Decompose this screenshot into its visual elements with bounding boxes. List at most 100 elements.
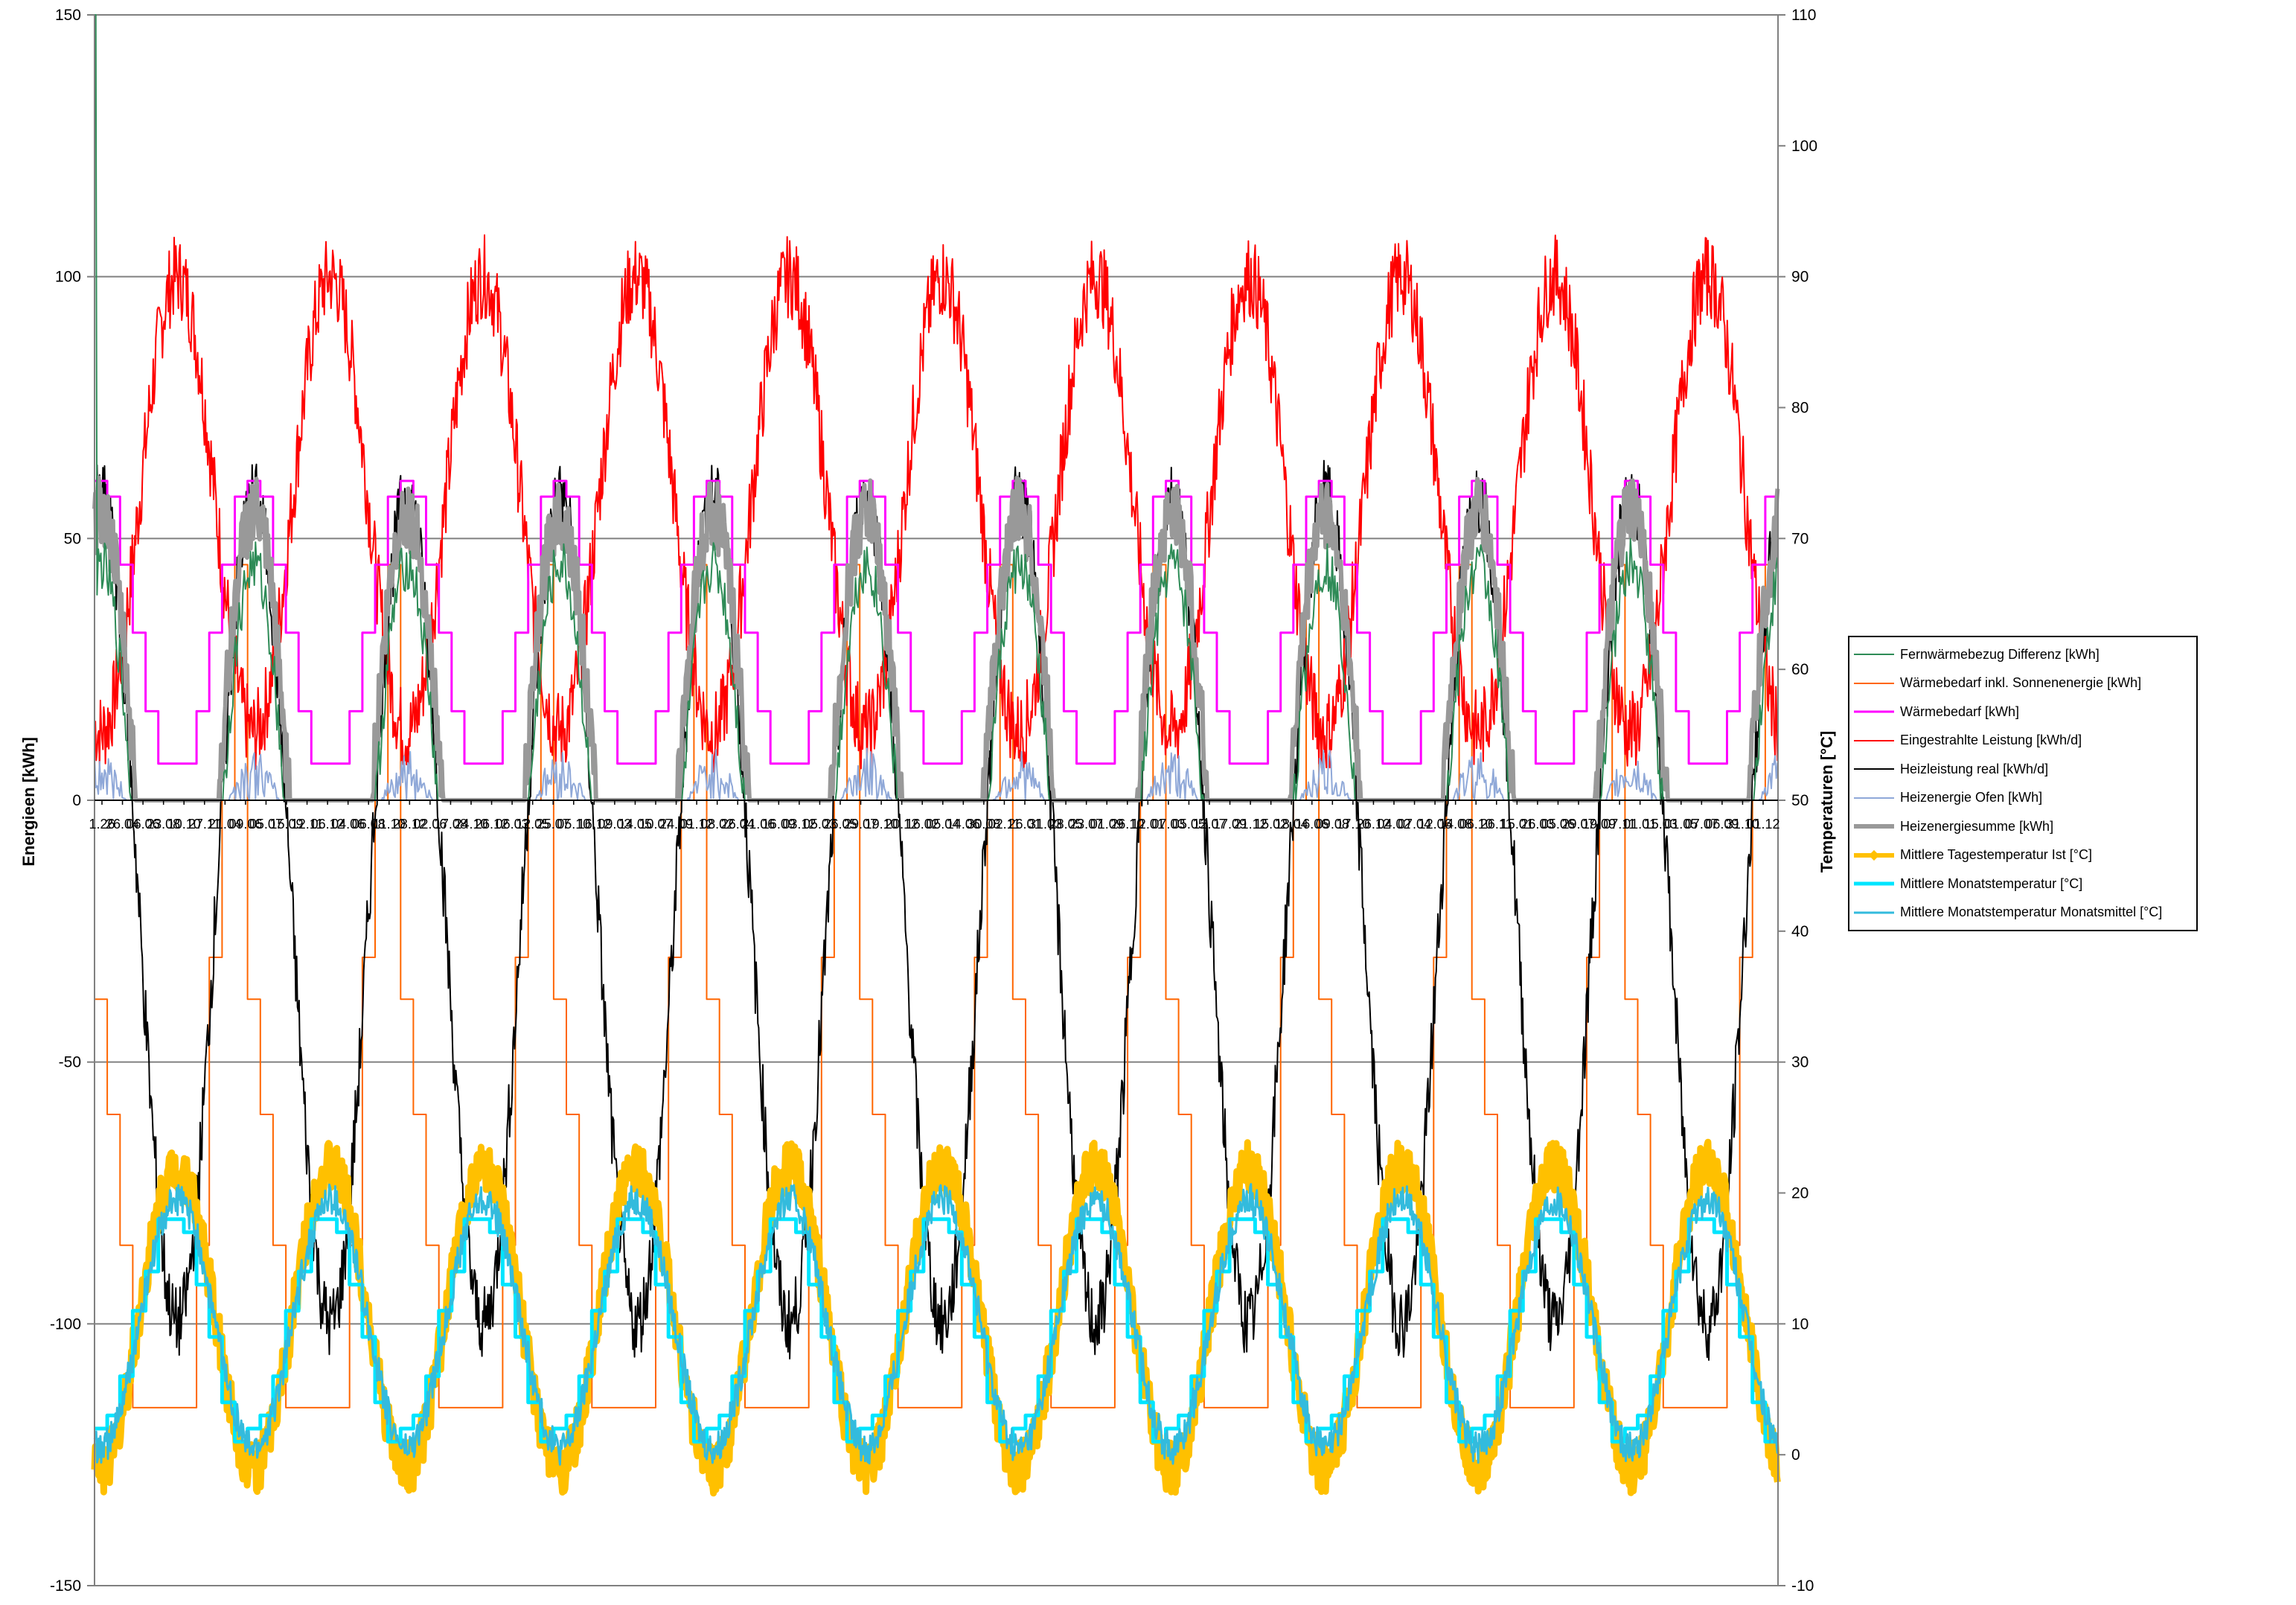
x-tick-label-0: 1.26	[89, 817, 115, 832]
legend-swatch-7	[1854, 848, 1894, 863]
x-tick-label-80: 31.10	[1726, 817, 1759, 832]
y-tick-label-1: 100	[55, 269, 81, 286]
x-tick-label-24: 16.12	[578, 817, 611, 832]
legend-label-5: Heizenergie Ofen [kWh]	[1900, 790, 2043, 805]
legend-swatch-0	[1854, 647, 1894, 662]
legend-item-3: Eingestrahlte Leistung [kWh/d]	[1854, 727, 2192, 756]
x-tick-label-50: 26.10	[1110, 817, 1144, 832]
x-tick-label-7: 09.06	[228, 817, 262, 832]
y2-tick-label-5: 60	[1791, 661, 1809, 678]
legend-item-9: Mittlere Monatstemperatur Monatsmittel […	[1854, 899, 2192, 928]
legend-swatch-3	[1854, 733, 1894, 748]
x-tick-label-69: 15.01	[1500, 817, 1534, 832]
y2-tick-label-4: 70	[1791, 530, 1809, 547]
y-tick-label-6: -150	[50, 1577, 81, 1595]
x-tick-label-57: 15.02	[1254, 817, 1288, 832]
x-tick-label-19: 26.12	[475, 817, 508, 832]
x-tick-label-48: 23.07	[1069, 817, 1103, 832]
x-tick-label-5: 27.11	[188, 817, 221, 832]
y-tick-label-4: -50	[59, 1054, 81, 1071]
y-axis-title: Energieen [kWh]	[19, 737, 38, 867]
legend-label-0: Fernwärmebezug Differenz [kWh]	[1900, 646, 2100, 662]
legend-item-7: Mittlere Tagestemperatur Ist [°C]	[1854, 841, 2192, 870]
y2-tick-label-6: 50	[1791, 792, 1809, 809]
x-tick-label-42: 14.06	[947, 817, 980, 832]
x-tick-label-44: 02.11	[988, 817, 1021, 832]
x-tick-label-54: 12.07	[1192, 817, 1226, 832]
x-tick-label-46: 31.03	[1029, 817, 1062, 832]
x-tick-label-56: 21.12	[1234, 817, 1267, 832]
x-tick-label-47: 28.05	[1049, 817, 1083, 832]
x-tick-label-79: 06.09	[1705, 817, 1739, 832]
legend-label-8: Mittlere Monatstemperatur [°C]	[1900, 875, 2083, 891]
y2-tick-label-3: 80	[1791, 400, 1809, 417]
x-tick-label-3: 23.08	[147, 817, 180, 832]
y-tick-label-3: 0	[72, 792, 81, 809]
x-tick-label-26: 14.05	[618, 817, 652, 832]
series-heizenergie-ofen	[94, 747, 1779, 801]
x-tick-label-73: 19.09	[1582, 817, 1616, 832]
x-tick-label-32: 21.06	[741, 817, 775, 832]
legend-label-4: Heizleistung real [kWh/d]	[1900, 761, 2049, 776]
x-tick-label-31: 26.04	[721, 817, 755, 832]
x-tick-label-64: 07.04	[1398, 817, 1431, 832]
legend-label-1: Wärmebedarf inkl. Sonnenenergie [kWh]	[1900, 675, 2142, 691]
x-tick-label-27: 10.07	[639, 817, 672, 832]
x-tick-label-13: 06.08	[352, 817, 386, 832]
legend-item-5: Heizenergie Ofen [kWh]	[1854, 784, 2192, 813]
x-tick-label-63: 04.02	[1377, 817, 1410, 832]
legend-label-6: Heizenergiesumme [kWh]	[1900, 818, 2054, 834]
x-tick-label-45: 26.01	[1008, 817, 1041, 832]
x-tick-label-1: 26.04	[106, 817, 139, 832]
legend-item-1: Wärmebedarf inkl. Sonnenenergie [kWh]	[1854, 669, 2192, 698]
x-tick-label-33: 16.09	[762, 817, 796, 832]
x-tick-label-65: 12.06	[1419, 817, 1452, 832]
x-tick-label-22: 25.07	[537, 817, 570, 832]
x-tick-label-36: 26.05	[823, 817, 857, 832]
x-tick-label-10: 12.11	[291, 817, 324, 832]
x-tick-label-18: 24.10	[454, 817, 487, 832]
x-tick-label-29: 01.12	[680, 817, 714, 832]
x-tick-label-6: 21.04	[208, 817, 242, 832]
x-tick-label-21: 12.05	[516, 817, 549, 832]
legend-swatch-6	[1854, 819, 1894, 834]
x-tick-label-41: 05.04	[926, 817, 959, 832]
x-tick-label-12: 04.06	[331, 817, 365, 832]
y2-tick-label-10: 10	[1791, 1315, 1809, 1333]
x-tick-label-43: 30.08	[967, 817, 1000, 832]
series-eingestrahlte-leistung	[94, 234, 1779, 773]
y2-axis-title: Temperaturen [°C]	[1817, 731, 1836, 873]
x-tick-label-78: 07.07	[1685, 817, 1718, 832]
x-tick-label-66: 14.08	[1439, 817, 1472, 832]
legend-label-2: Wärmebedarf [kWh]	[1900, 703, 2020, 719]
y2-tick-label-2: 90	[1791, 269, 1809, 286]
y-axis-ticks: 150 100 50 0 -50 -100 -150	[50, 7, 95, 1595]
x-tick-label-77: 01.05	[1664, 817, 1698, 832]
x-tick-label-71: 05.06	[1541, 817, 1575, 832]
x-tick-label-40: 16.02	[906, 817, 939, 832]
x-tick-label-67: 06.10	[1459, 817, 1493, 832]
x-tick-label-8: 05.07	[249, 817, 283, 832]
series-fernwaerme-differenz	[95, 14, 1779, 801]
x-tick-label-11: 06.12	[311, 817, 345, 832]
legend-label-7: Mittlere Tagestemperatur Ist [°C]	[1900, 847, 2092, 863]
y-tick-label-2: 50	[64, 530, 81, 547]
y2-tick-label-7: 40	[1791, 923, 1809, 940]
x-tick-label-75: 01.01	[1623, 817, 1657, 832]
x-tick-label-58: 18.04	[1275, 817, 1308, 832]
y2-tick-label-11: 0	[1791, 1446, 1800, 1464]
x-tick-label-49: 01.09	[1090, 817, 1124, 832]
x-tick-label-60: 09.08	[1316, 817, 1349, 832]
x-tick-label-20: 06.03	[496, 817, 529, 832]
x-tick-label-30: 08.02	[700, 817, 734, 832]
y2-tick-label-1: 100	[1791, 138, 1817, 155]
series-layer	[91, 14, 1781, 1497]
legend-label-9: Mittlere Monatstemperatur Monatsmittel […	[1900, 904, 2163, 920]
x-tick-label-62: 26.12	[1357, 817, 1390, 832]
y2-tick-label-9: 20	[1791, 1185, 1809, 1202]
x-axis-ticks: 1.2626.0406.0623.0810.1027.1121.0409.060…	[89, 800, 1780, 832]
y2-tick-label-0: 110	[1791, 7, 1816, 24]
series-heizenergiesumme	[92, 475, 1780, 802]
legend-swatch-2	[1854, 704, 1894, 719]
x-tick-label-51: 12.01	[1131, 817, 1165, 832]
